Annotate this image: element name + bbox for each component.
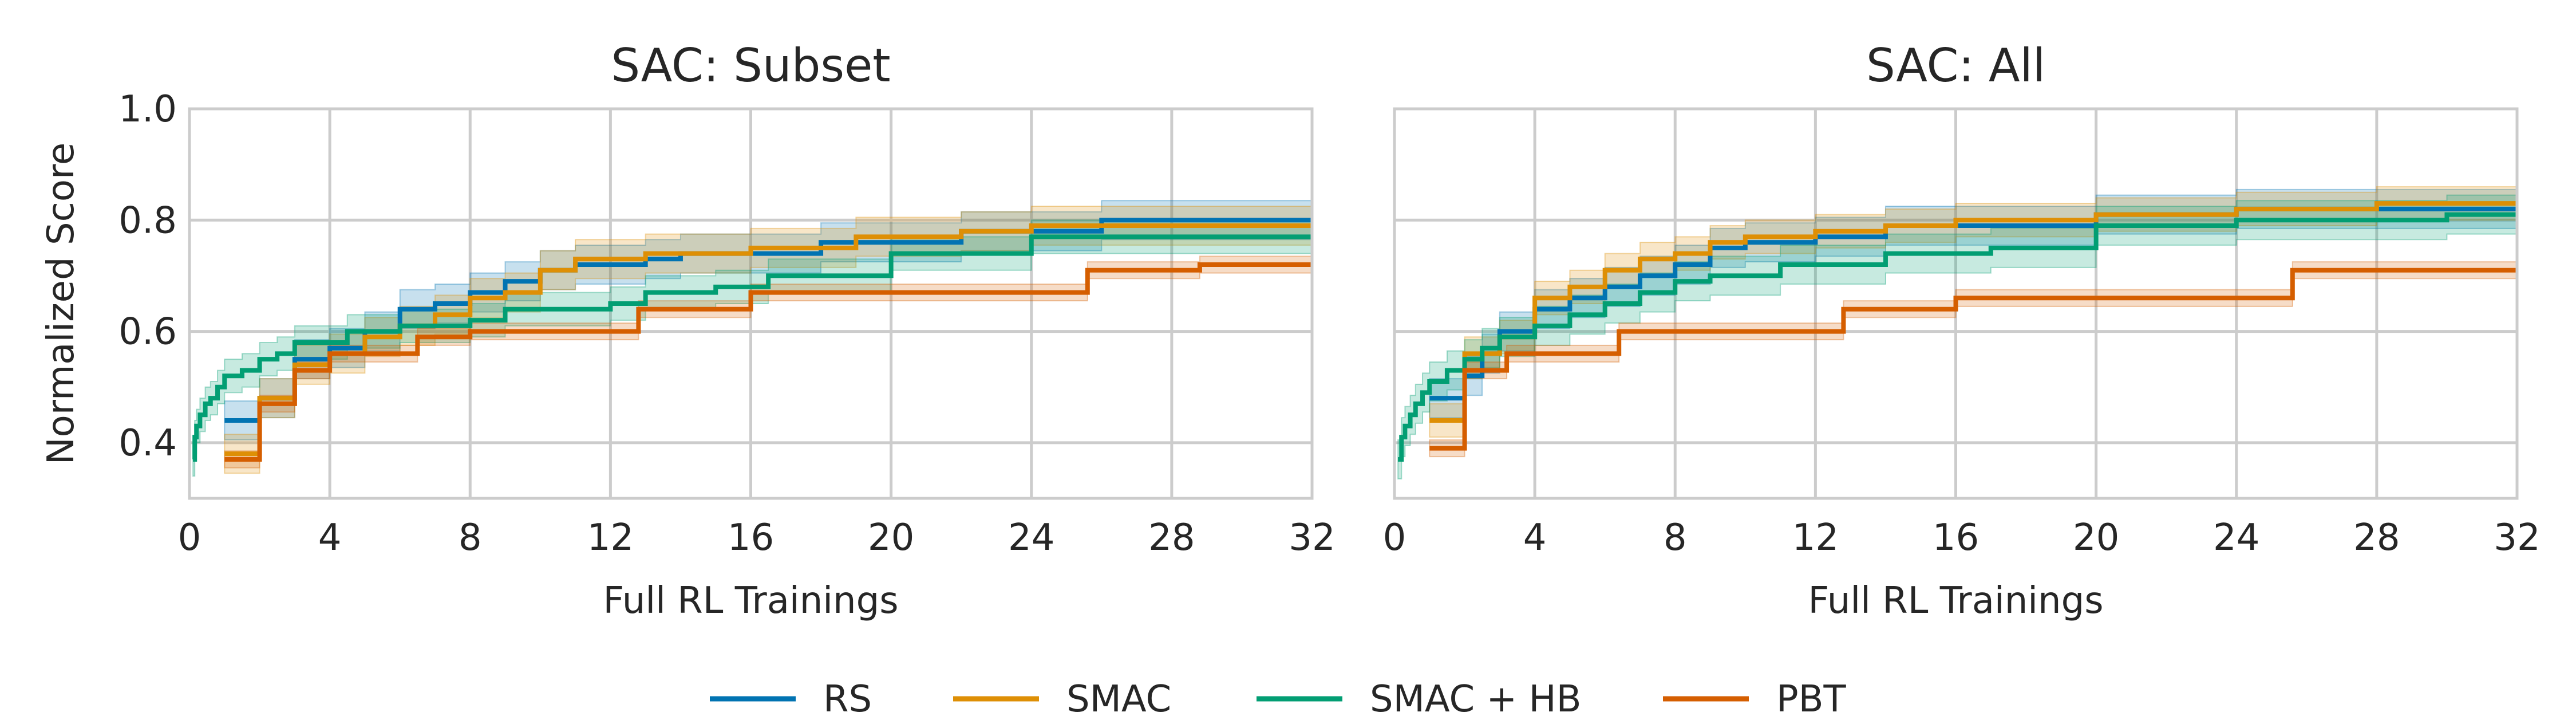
legend-label: SMAC bbox=[1066, 678, 1171, 716]
x-tick-label: 0 bbox=[1383, 517, 1406, 559]
legend-item-smac-hb: SMAC + HB bbox=[1257, 678, 1582, 716]
series-line-pbt bbox=[1429, 267, 2517, 451]
x-tick-label: 4 bbox=[318, 517, 342, 559]
legend-label: RS bbox=[823, 678, 872, 716]
legend-item-pbt: PBT bbox=[1663, 678, 1847, 716]
x-tick-label: 28 bbox=[1148, 517, 1195, 559]
legend-label: SMAC + HB bbox=[1370, 678, 1582, 716]
y-tick-label: 0.8 bbox=[118, 199, 177, 242]
x-tick-label: 24 bbox=[1008, 517, 1054, 559]
legend-label: PBT bbox=[1776, 678, 1847, 716]
legend-item-rs: RS bbox=[710, 678, 872, 716]
series-line-smac-hb bbox=[192, 234, 1312, 462]
x-tick-label: 32 bbox=[1289, 517, 1335, 559]
legend-item-smac: SMAC bbox=[953, 678, 1171, 716]
x-tick-label: 16 bbox=[1933, 517, 1979, 559]
axes-frame bbox=[188, 107, 1314, 500]
x-tick-label: 32 bbox=[2494, 517, 2540, 559]
chart-title: SAC: All bbox=[1866, 39, 2045, 92]
legend: RS SMAC SMAC + HB PBT bbox=[710, 678, 1847, 716]
x-tick-label: 8 bbox=[459, 517, 482, 559]
series-line-pbt bbox=[224, 262, 1312, 462]
x-tick-label: 16 bbox=[728, 517, 774, 559]
chart-title: SAC: Subset bbox=[611, 39, 890, 92]
band-smac-hb bbox=[1397, 194, 2518, 479]
x-tick-label: 12 bbox=[1792, 517, 1839, 559]
x-tick-label: 24 bbox=[2213, 517, 2259, 559]
y-tick-label: 0.4 bbox=[118, 422, 177, 465]
x-tick-label: 12 bbox=[587, 517, 634, 559]
subplot-sac-subset: 0 4 8 12 16 20 24 28 32 0.4 0.6 0.8 1.0 SAC: Subset Fu… bbox=[40, 39, 1336, 622]
series-line-smac-hb bbox=[1398, 212, 2517, 462]
x-tick-label: 0 bbox=[178, 517, 202, 559]
y-axis-label: Normalized Score bbox=[40, 143, 82, 465]
x-tick-label: 8 bbox=[1664, 517, 1687, 559]
y-tick-label: 1.0 bbox=[118, 88, 177, 131]
x-axis-label: Full RL Trainings bbox=[1808, 580, 2103, 622]
x-tick-label: 20 bbox=[868, 517, 914, 559]
y-tick-label: 0.6 bbox=[118, 311, 177, 353]
x-tick-label: 4 bbox=[1523, 517, 1547, 559]
axes-frame bbox=[1393, 107, 2519, 500]
subplot-sac-all: 0 4 8 12 16 20 24 28 32 SAC: All Full RL Trainings bbox=[1383, 39, 2541, 622]
x-axis-label: Full RL Trainings bbox=[603, 580, 898, 622]
x-tick-label: 28 bbox=[2353, 517, 2400, 559]
x-tick-label: 20 bbox=[2073, 517, 2119, 559]
